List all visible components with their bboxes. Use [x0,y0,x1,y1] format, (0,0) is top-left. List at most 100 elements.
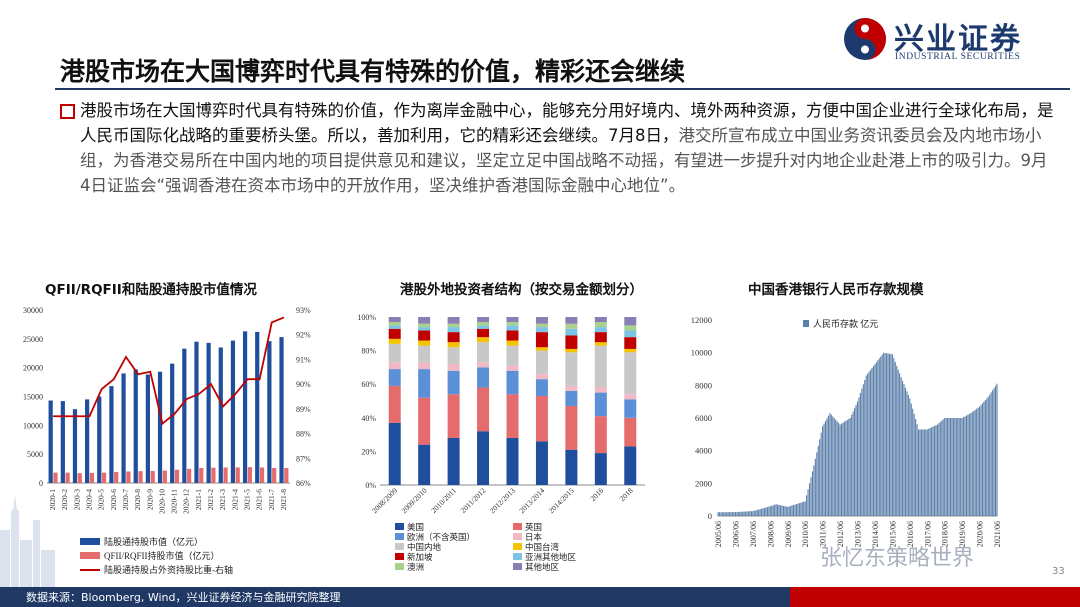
chart2-x-tick: 2018 [618,486,635,503]
chart3-bar-deposit [817,445,819,516]
chart3-bar-deposit [965,415,968,516]
chart3-bar-deposit [797,503,799,516]
chart2-bar-segment [418,369,431,398]
chart2-bar-segment [535,379,548,396]
chart3-x-tick: 2020/06 [976,521,985,547]
chart3-x-tick: 2016/06 [906,521,915,547]
chart3-bar-deposit [917,429,920,516]
chart2-bar-segment [506,394,519,438]
chart1-bar-stock-connect [121,373,126,483]
chart3-bar-deposit [981,403,984,516]
chart2-legend-swatch [513,553,522,560]
chart1-x-tick: 2020-12 [182,489,191,514]
chart1-x-tick: 2021-4 [230,489,239,510]
chart3-x-tick: 2008/06 [766,521,775,547]
chart2-bar-segment [477,322,490,326]
chart1-bar-stock-connect [85,399,90,483]
chart2-bar-segment [477,367,490,388]
chart3-bar-deposit [854,408,856,516]
chart2-legend-label: 中国台湾 [525,542,560,552]
chart2-legend-label: 英国 [525,522,542,532]
chart3-bar-deposit [861,388,863,516]
chart1-y2-tick: 93% [296,306,311,315]
chart3-bar-deposit [939,421,941,516]
chart3-bar-deposit [801,502,803,516]
chart2-bar-segment [535,395,548,442]
chart3-bar-deposit [944,418,946,516]
chart3-bar-deposit [886,353,888,516]
chart1-bar-stock-connect [170,363,175,483]
chart1-bar-qfii [77,473,82,483]
chart3-legend-swatch [803,320,809,327]
chart1-x-tick: 2020-11 [170,489,179,514]
chart3-x-tick: 2005/06 [714,521,723,547]
chart3-bar-deposit [901,380,904,516]
watermark-text: 张忆东策略世界 [820,546,975,571]
page-number: 33 [1052,566,1065,577]
chart1-x-tick: 2020-9 [145,489,154,510]
chart2-bar-segment [565,323,578,329]
chart1-y-tick: 10000 [23,421,43,430]
chart1-bar-qfii [223,467,228,483]
chart3-bar-deposit [977,407,979,516]
chart3-bar-deposit [804,501,806,516]
chart2-bar-segment [565,335,578,349]
chart3-legend-label: 人民币存款 亿元 [813,318,878,329]
chart1-bar-qfii [138,471,143,483]
skyline-decoration-icon [0,495,55,587]
chart3-bar-deposit [811,471,814,516]
chart3-bar-deposit [798,503,800,516]
chart3-bar-deposit [734,512,736,516]
chart2-bar-segment [535,317,548,324]
title-divider [55,88,1070,90]
chart3-bar-deposit [907,394,909,516]
chart1-y-tick: 25000 [23,335,43,344]
chart3-y-tick: 0 [708,511,712,521]
chart3-bar-deposit [730,512,732,516]
chart1-x-tick: 2020-5 [97,489,106,510]
chart1-bar-qfii [211,467,216,483]
chart2-bar-segment [388,343,401,363]
chart3-bar-deposit [870,369,872,516]
chart3-bar-deposit [761,508,763,516]
chart2-x-tick: 2012/2013 [488,486,517,515]
chart1-bar-stock-connect [145,374,150,483]
chart3-bar-deposit [750,511,752,516]
chart3-bar-deposit [963,417,965,516]
chart3-bar-deposit [808,483,811,516]
chart2-bar-segment [594,345,607,388]
chart3-bar-deposit [838,422,840,516]
logo-text: 兴业证券 [894,22,1022,57]
chart2-bar-segment [388,325,401,329]
chart1-y-tick: 15000 [23,393,43,402]
chart3-bar-deposit [833,418,835,516]
chart2-bar-segment [565,348,578,353]
chart1-bar-stock-connect [279,337,284,483]
chart1-bar-qfii [114,472,119,483]
chart3-bar-deposit [822,426,824,516]
chart2-bar-segment [477,337,490,343]
chart1-bar-qfii [150,470,155,483]
chart2-x-tick: 2013/2014 [517,486,546,515]
brand-logo: 兴业证券 INDUSTRIAL SECURITIES [842,14,1062,66]
chart1-bar-qfii [247,467,252,483]
page-title: 港股市场在大国博弈时代具有特殊的价值，精彩还会继续 [60,57,686,86]
chart2-bar-segment [535,332,548,348]
chart3-bar-deposit [845,420,847,516]
chart2-y-tick: 40% [361,414,376,423]
chart3-bar-deposit [836,421,838,516]
chart3-bar-deposit [747,511,750,516]
chart3-bar-deposit [867,373,869,516]
chart3-bar-deposit [721,512,723,516]
chart2-bar-segment [506,370,519,395]
chart3-bar-deposit [746,511,748,516]
chart2-bar-segment [506,437,519,485]
chart3-bar-deposit [957,418,959,516]
chart2-bar-segment [388,328,401,339]
chart3-bar-deposit [759,509,761,516]
chart2-bar-segment [418,444,431,485]
chart3-bar-deposit [768,506,770,516]
chart3-bar-deposit [868,371,870,516]
chart3-bar-deposit [745,511,747,516]
chart3-bar-deposit [923,429,925,516]
